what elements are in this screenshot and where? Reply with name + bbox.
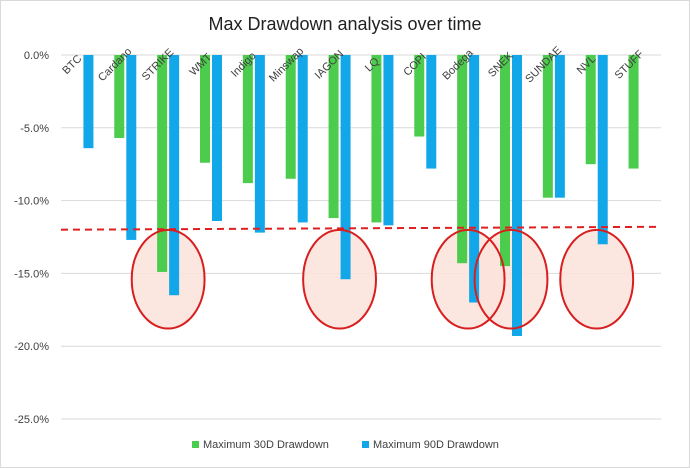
bar-30d <box>200 55 210 163</box>
bar-90d <box>597 55 608 245</box>
highlight-circle-fill <box>131 229 205 329</box>
category-label: BTC <box>60 53 84 77</box>
bar-90d <box>212 55 222 221</box>
bar-90d <box>169 55 180 296</box>
bar-30d <box>542 55 553 198</box>
bar-90d <box>254 55 265 233</box>
bar-90d <box>297 55 308 223</box>
legend-label: Maximum 90D Drawdown <box>373 439 499 451</box>
highlight-circle <box>302 228 378 330</box>
bar-30d <box>457 55 468 264</box>
highlight-circle-fill <box>560 229 634 329</box>
highlight-circle <box>430 228 506 330</box>
y-tick-label: -20.0% <box>14 341 49 353</box>
highlight-circle <box>559 228 635 330</box>
legend-label: Maximum 30D Drawdown <box>203 439 329 451</box>
y-tick-label: 0.0% <box>24 50 49 62</box>
bar-90d <box>340 55 351 280</box>
bar-30d <box>114 55 125 138</box>
bar-30d <box>371 55 382 223</box>
bar-90d <box>83 55 94 149</box>
threshold-line <box>60 225 662 231</box>
bar-90d <box>426 55 437 169</box>
y-tick-label: -5.0% <box>20 123 49 135</box>
bar-90d <box>512 55 522 337</box>
highlight-circle-fill <box>303 229 377 329</box>
bar-90d <box>554 55 565 198</box>
y-tick-label: -25.0% <box>14 414 49 426</box>
bar-90d <box>469 55 480 303</box>
legend-swatch <box>192 441 199 448</box>
bar-30d <box>328 55 339 219</box>
bar-30d <box>585 55 596 165</box>
bar-90d <box>126 55 137 240</box>
y-tick-label: -10.0% <box>14 196 49 208</box>
bar-90d <box>383 55 394 226</box>
bar-30d <box>285 55 296 179</box>
bar-30d <box>414 55 425 137</box>
highlight-circle <box>130 228 206 330</box>
chart-title: Max Drawdown analysis over time <box>208 14 481 34</box>
bar-30d <box>628 55 639 169</box>
bar-30d <box>157 55 168 272</box>
bar-30d <box>500 55 510 267</box>
bar-30d <box>242 55 253 184</box>
highlight-circle <box>473 228 549 330</box>
highlight-circle-fill <box>474 229 548 329</box>
y-tick-label: -15.0% <box>14 268 49 280</box>
legend-swatch <box>362 441 369 448</box>
